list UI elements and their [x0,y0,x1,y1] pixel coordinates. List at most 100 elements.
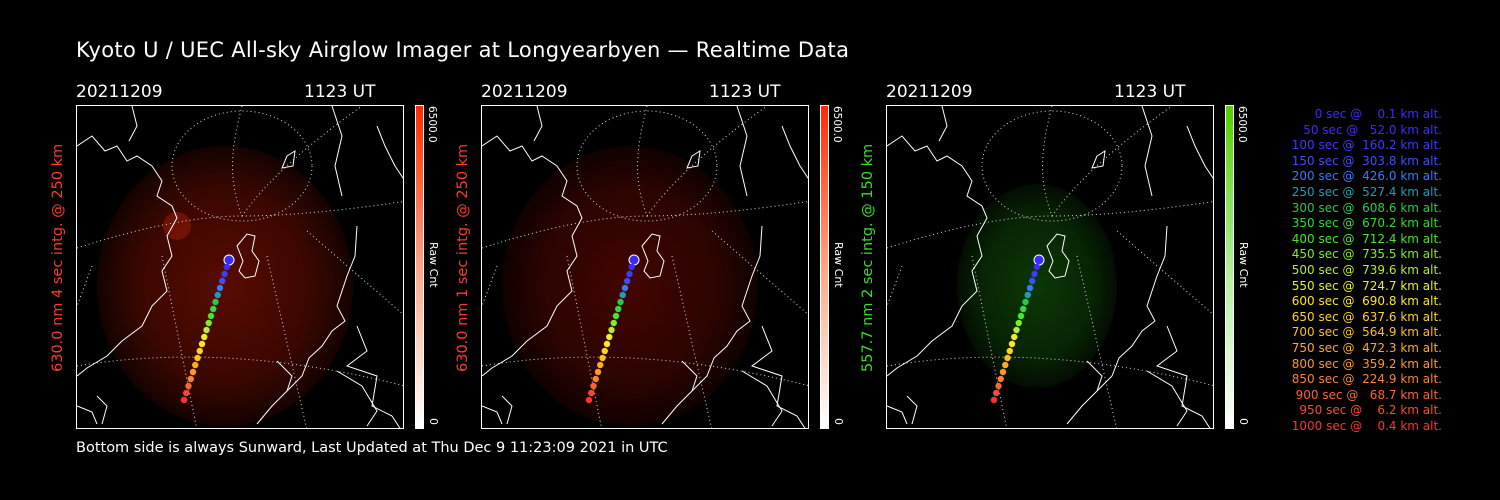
trajectory-point [1008,340,1016,348]
grid-line [981,110,1123,222]
grid-line [266,255,308,428]
panel-ylabel: 630.0 nm 4 sec intg. @ 250 km [50,143,66,372]
grid-line [1051,106,1173,217]
island-coast [1091,150,1106,169]
panel-630nm-4sec: 20211209 1123 UT 630.0 nm 4 sec intg. @ … [50,82,516,432]
coastline [77,135,178,377]
legend-item: 500 sec @ 739.6 km alt. [1291,262,1442,277]
trajectory-point [592,375,599,383]
trajectory-point [205,319,212,327]
trajectory-point [1022,298,1029,306]
legend-item: 900 sec @ 68.7 km alt. [1295,387,1442,402]
airglow-hotspot [163,212,191,240]
legend-item: 600 sec @ 690.8 km alt. [1291,294,1442,309]
trajectory-point [1026,284,1034,292]
trajectory-point [180,396,188,404]
trajectory-point [196,347,203,355]
trajectory-point [626,270,633,278]
trajectory-point [223,254,235,266]
coastline [1186,125,1213,179]
grid-line [482,356,808,387]
airglow-image [957,184,1117,388]
colorbar-min: 0 [832,418,845,425]
trajectory-point [207,312,215,320]
colorbar-max: 6500.0 [426,106,438,143]
colorbar-min: 0 [427,418,440,425]
trajectory-point [183,389,190,397]
colorbar [415,105,424,429]
trajectory-point [585,396,593,404]
allsky-map [886,105,1214,429]
trajectory-point [1024,291,1031,299]
legend-item: 700 sec @ 564.9 km alt. [1291,325,1442,340]
trajectory-point [617,298,624,306]
grid-line [887,356,1213,387]
trajectory-point [1033,254,1045,266]
footer-note: Bottom side is always Sunward, Last Upda… [76,440,668,456]
grid-line [1116,230,1213,315]
coastline [781,125,808,179]
trajectory-point [216,284,224,292]
panel-557nm-2sec: 20211209 1123 UT 557.7 nm 2 sec intg. @ … [860,82,1326,432]
grid-line [1042,106,1053,217]
legend-item: 800 sec @ 359.2 km alt. [1291,356,1442,371]
svalbard-coast [641,233,665,279]
coastline [77,405,98,425]
grid-line [646,106,768,217]
colorbar-max: 6500.0 [1236,106,1248,143]
grid-line [171,110,313,222]
grid-line [77,356,403,387]
grid-line [671,255,713,428]
panel-630nm-1sec: 20211209 1123 UT 630.0 nm 1 sec intg. @ … [455,82,921,432]
legend-item: 650 sec @ 637.6 km alt. [1291,309,1442,324]
legend-item: 550 sec @ 724.7 km alt. [1291,278,1442,293]
trajectory-point [999,368,1007,376]
trajectory-point [1020,305,1027,313]
coastline [376,125,403,179]
coastline [482,135,583,377]
trajectory-point [597,361,604,369]
trajectory-legend: 0 sec @ 0.1 km alt. 50 sec @ 52.0 km alt… [1262,107,1442,434]
trajectory-point [997,375,1004,383]
legend-item: 400 sec @ 712.4 km alt. [1291,231,1442,246]
panel-time: 1123 UT [304,82,376,102]
trajectory-point [189,368,197,376]
trajectory-point [621,284,629,292]
trajectory-point [628,263,635,271]
coastline [345,325,401,428]
panel-date: 20211209 [76,82,163,102]
trajectory-point [1029,277,1036,285]
grid-line [1076,255,1118,428]
trajectory-point [601,347,608,355]
grid-line [711,230,808,315]
grid-line [482,215,648,249]
coastline [1146,370,1188,427]
coastline [736,106,748,197]
trajectory-point [990,396,998,404]
grid-line [576,110,718,222]
trajectory-point [993,389,1000,397]
legend-item: 300 sec @ 608.6 km alt. [1291,200,1442,215]
trajectory-point [201,333,208,341]
trajectory-point [219,277,226,285]
coastline [681,360,698,392]
legend-item: 0 sec @ 0.1 km alt. [1314,107,1442,121]
trajectory-point [1015,319,1022,327]
coastline [1141,106,1153,197]
colorbar-min: 0 [1237,418,1250,425]
page-title: Kyoto U / UEC All-sky Airglow Imager at … [76,38,850,62]
svalbard-coast [1046,233,1070,279]
trajectory-point [612,312,620,320]
grid-line [77,215,243,249]
panel-date: 20211209 [886,82,973,102]
coastline [128,106,138,142]
trajectory-point [590,382,597,390]
grid-line [482,265,498,307]
trajectory-point [210,305,217,313]
panel-time: 1123 UT [1114,82,1186,102]
trajectory-point [619,291,626,299]
trajectory-point [221,270,228,278]
legend-item: 100 sec @ 160.2 km alt. [1291,138,1442,153]
trajectory-point [615,305,622,313]
legend-item: 350 sec @ 670.2 km alt. [1291,216,1442,231]
